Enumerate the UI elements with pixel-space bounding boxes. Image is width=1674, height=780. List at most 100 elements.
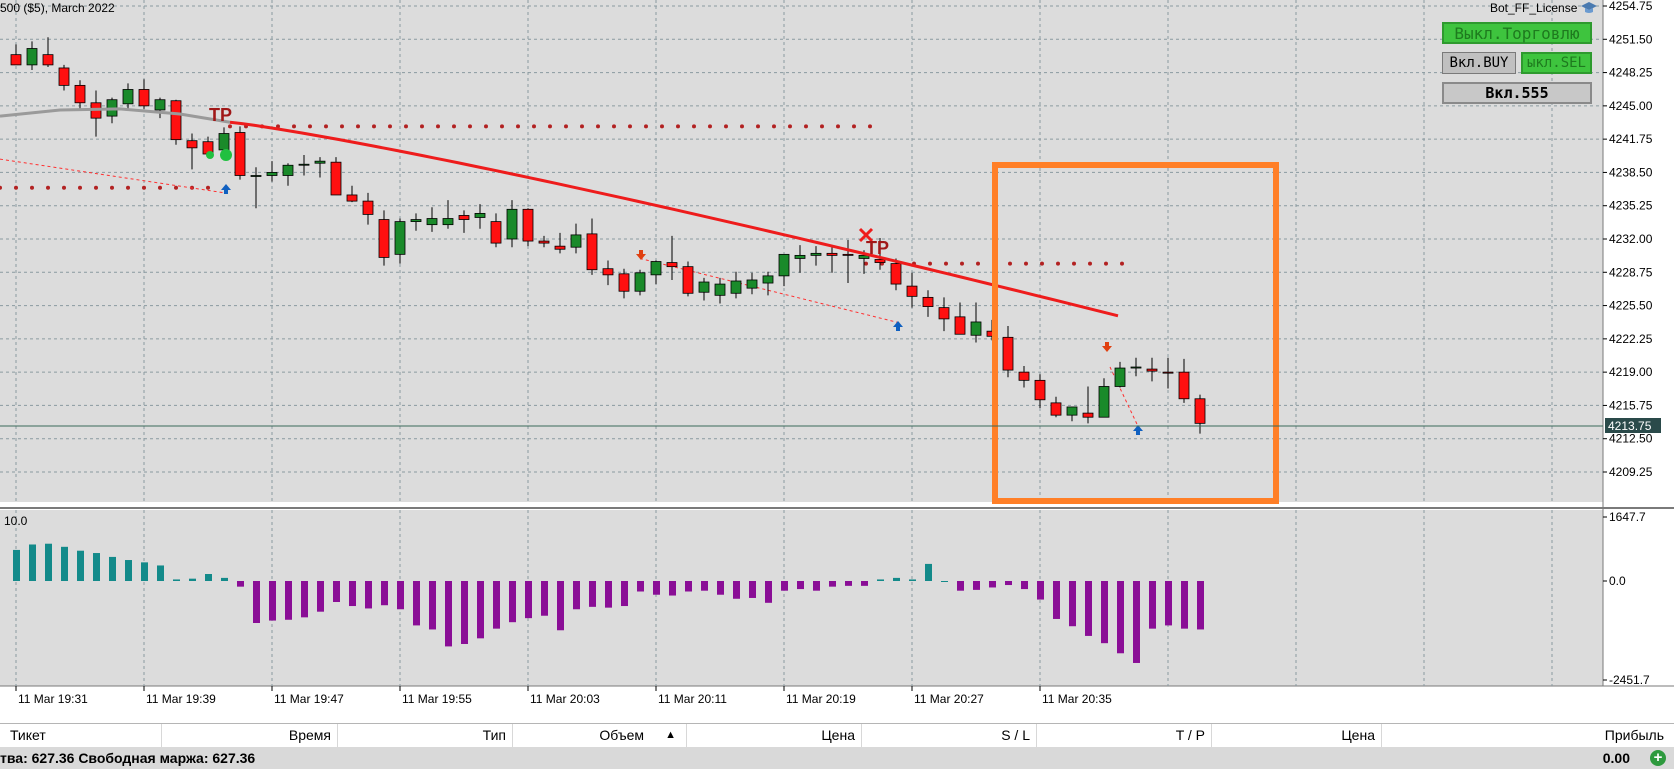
level-dot	[388, 124, 392, 129]
column-profit[interactable]: Прибыль	[1604, 727, 1664, 743]
histogram-bar	[493, 581, 500, 629]
indicator-axis: 1647.7 0.0 -2451.7	[1603, 510, 1650, 687]
candle-body	[698, 281, 710, 293]
level-dot	[308, 124, 312, 129]
price-tick-label: 4222.25	[1609, 332, 1653, 346]
price-tick-label: 4219.00	[1609, 365, 1653, 379]
histogram-bar	[557, 581, 564, 631]
price-tick-label: 4225.50	[1609, 299, 1653, 313]
candle-body	[826, 252, 838, 256]
enable-555-button[interactable]: Вкл.555	[1442, 82, 1592, 104]
histogram-bar	[1021, 581, 1028, 590]
column-type[interactable]: Тип	[338, 724, 513, 747]
level-dot	[1104, 261, 1108, 266]
candle-body	[426, 218, 438, 226]
level-dot	[960, 261, 964, 266]
candle-body	[218, 133, 230, 151]
disable-sell-button[interactable]: ыкл.SEL	[1521, 52, 1592, 74]
histogram-bar	[285, 581, 292, 620]
histogram-bar	[45, 543, 52, 581]
level-dot	[820, 124, 824, 129]
candle-body	[1050, 402, 1062, 416]
histogram-bar	[781, 581, 788, 591]
histogram-bar	[189, 578, 196, 581]
column-tp[interactable]: T / P	[1037, 724, 1212, 747]
level-dot	[708, 124, 712, 129]
level-dot	[340, 124, 344, 129]
level-dot	[1040, 261, 1044, 266]
time-tick-label: 11 Mar 20:27	[914, 692, 984, 706]
level-dot	[356, 124, 360, 129]
indicator-tick-label: 1647.7	[1609, 510, 1646, 524]
histogram-bar	[669, 581, 676, 596]
histogram-bar	[941, 581, 948, 582]
candle-body	[970, 321, 982, 336]
candle-body	[906, 285, 918, 297]
grid	[0, 0, 1603, 686]
histogram-bar	[477, 581, 484, 639]
price-tick-label: 4251.50	[1609, 32, 1653, 46]
level-dot	[644, 124, 648, 129]
level-dot	[62, 185, 66, 190]
trade-markers	[206, 149, 1143, 435]
histogram	[13, 543, 1204, 663]
indicator-label: 10.0	[4, 514, 28, 528]
level-dot	[516, 124, 520, 129]
time-axis: 11 Mar 19:31 11 Mar 19:39 11 Mar 19:47 11 M…	[15, 686, 1112, 706]
candle-body	[10, 54, 22, 66]
price-tick-label: 4232.00	[1609, 232, 1653, 246]
candle-body	[1194, 398, 1206, 424]
column-price[interactable]: Цена	[687, 724, 862, 747]
histogram-bar	[541, 581, 548, 616]
candles	[10, 37, 1206, 434]
candle-body	[762, 275, 774, 284]
level-dot	[852, 124, 856, 129]
level-dot	[46, 185, 50, 190]
buy-arrow-icon	[893, 321, 903, 331]
candle-body	[730, 280, 742, 294]
candle-body	[1034, 379, 1046, 401]
candle-body	[666, 262, 678, 268]
level-dot	[158, 185, 162, 190]
candle-body	[26, 48, 38, 66]
level-dot	[142, 185, 146, 190]
candle-body	[122, 89, 134, 105]
histogram-bar	[1069, 581, 1076, 627]
level-dot	[1024, 261, 1028, 266]
level-dot	[864, 261, 868, 266]
column-current-price[interactable]: Цена	[1212, 724, 1382, 747]
histogram-bar	[861, 581, 868, 586]
column-ticket[interactable]: Тикет	[0, 724, 162, 747]
level-dot	[126, 185, 130, 190]
time-tick-label: 11 Mar 20:19	[786, 692, 856, 706]
time-tick-label: 11 Mar 19:39	[146, 692, 216, 706]
column-volume[interactable]: Объем ▲	[513, 724, 687, 747]
histogram-bar	[1101, 581, 1108, 644]
time-tick-label: 11 Mar 20:35	[1042, 692, 1112, 706]
histogram-bar	[301, 581, 308, 618]
plus-icon[interactable]: +	[1650, 750, 1666, 766]
histogram-bar	[765, 581, 772, 603]
chart-area[interactable]: 4254.75 4251.50 4248.25 4245.00 4241.75 4238.…	[0, 0, 1674, 725]
histogram-bar	[813, 581, 820, 591]
disable-trading-button[interactable]: Выкл.Торговлю	[1442, 22, 1592, 44]
histogram-bar	[989, 581, 996, 588]
level-dot	[660, 124, 664, 129]
ea-name: Bot_FF_License	[1490, 1, 1578, 15]
indicator-tick-label: 0.0	[1609, 574, 1626, 588]
candle-body	[602, 268, 614, 276]
candle-body	[778, 253, 790, 277]
column-time[interactable]: Время	[162, 724, 338, 747]
histogram-bar	[221, 577, 228, 581]
histogram-bar	[173, 579, 180, 581]
level-dot	[372, 124, 376, 129]
candle-body	[842, 253, 854, 256]
histogram-bar	[1165, 581, 1172, 626]
sort-arrow-icon: ▲	[665, 729, 676, 741]
price-tick-label: 4254.75	[1609, 0, 1653, 13]
level-dot	[580, 124, 584, 129]
candle-body	[1066, 406, 1078, 416]
candle-body	[618, 273, 630, 292]
enable-buy-button[interactable]: Вкл.BUY	[1442, 52, 1516, 74]
column-sl[interactable]: S / L	[862, 724, 1037, 747]
